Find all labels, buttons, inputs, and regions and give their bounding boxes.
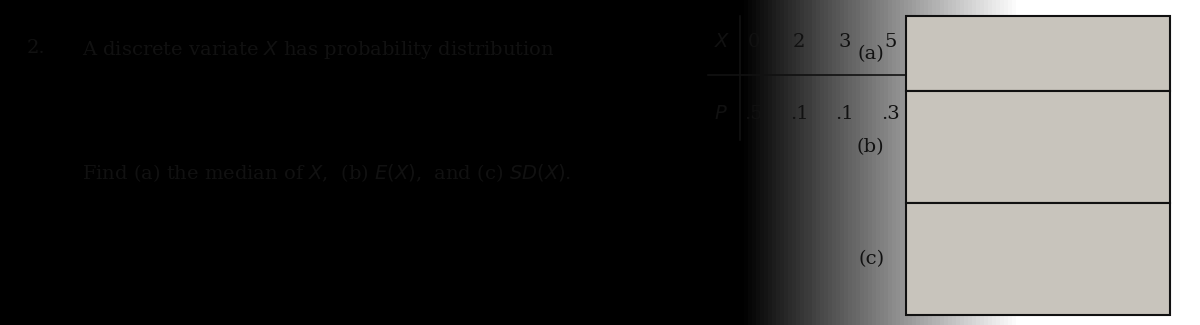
Text: 5: 5 xyxy=(884,33,896,51)
Text: .: . xyxy=(920,105,926,123)
Text: Find (a) the median of $X$,  (b) $E(X)$,  and (c) $SD(X)$.: Find (a) the median of $X$, (b) $E(X)$, … xyxy=(82,162,571,184)
Text: $X$: $X$ xyxy=(714,33,731,51)
Text: (b): (b) xyxy=(857,138,884,156)
Text: .1: .1 xyxy=(835,105,854,123)
Text: (c): (c) xyxy=(858,250,884,268)
Bar xyxy=(906,16,1170,91)
Bar xyxy=(906,203,1170,315)
Text: A discrete variate $X$ has probability distribution: A discrete variate $X$ has probability d… xyxy=(82,39,554,61)
Text: .5: .5 xyxy=(744,105,763,123)
Bar xyxy=(906,91,1170,203)
Text: $P$: $P$ xyxy=(714,105,727,123)
Text: (a): (a) xyxy=(858,45,884,63)
Text: 0: 0 xyxy=(748,33,760,51)
Text: 3: 3 xyxy=(839,33,851,51)
Text: 2: 2 xyxy=(793,33,805,51)
Text: 2.: 2. xyxy=(26,39,46,57)
Text: .3: .3 xyxy=(881,105,900,123)
Text: .1: .1 xyxy=(790,105,809,123)
